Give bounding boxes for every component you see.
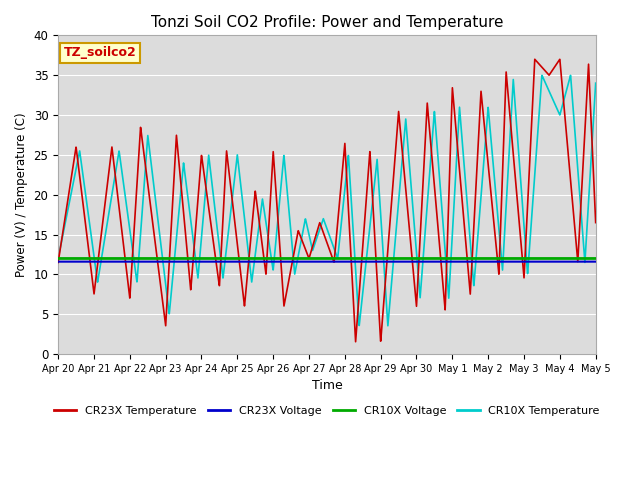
CR10X Temperature xyxy=(445,295,452,301)
CR10X Voltage xyxy=(310,255,317,261)
Text: TZ_soilco2: TZ_soilco2 xyxy=(63,47,136,60)
CR23X Temperature xyxy=(445,195,452,201)
CR23X Temperature xyxy=(310,240,317,246)
Y-axis label: Power (V) / Temperature (C): Power (V) / Temperature (C) xyxy=(15,112,28,277)
CR23X Temperature xyxy=(592,220,600,226)
CR23X Temperature xyxy=(575,229,583,235)
CR10X Temperature xyxy=(575,188,583,193)
Line: CR23X Temperature: CR23X Temperature xyxy=(58,59,596,342)
Legend: CR23X Temperature, CR23X Voltage, CR10X Voltage, CR10X Temperature: CR23X Temperature, CR23X Voltage, CR10X … xyxy=(49,401,604,420)
CR23X Temperature xyxy=(280,303,288,309)
CR23X Temperature xyxy=(549,67,557,73)
CR10X Temperature xyxy=(538,72,546,78)
CR10X Temperature xyxy=(54,255,62,261)
CR10X Voltage xyxy=(280,255,288,261)
CR23X Temperature xyxy=(352,339,360,345)
CR10X Voltage xyxy=(445,255,452,261)
CR23X Voltage xyxy=(280,259,288,264)
CR10X Temperature xyxy=(549,96,557,102)
CR23X Voltage xyxy=(592,259,600,264)
CR10X Voltage xyxy=(575,255,583,261)
CR10X Temperature xyxy=(592,80,600,86)
CR10X Temperature xyxy=(310,245,317,251)
CR23X Temperature xyxy=(284,280,292,286)
X-axis label: Time: Time xyxy=(312,379,342,392)
CR10X Voltage xyxy=(592,255,600,261)
CR10X Temperature xyxy=(384,323,392,329)
CR10X Voltage xyxy=(548,255,556,261)
CR23X Temperature xyxy=(54,260,62,265)
CR10X Voltage xyxy=(54,255,62,261)
Title: Tonzi Soil CO2 Profile: Power and Temperature: Tonzi Soil CO2 Profile: Power and Temper… xyxy=(150,15,503,30)
CR23X Voltage xyxy=(445,259,452,264)
CR23X Temperature xyxy=(531,56,539,62)
CR23X Voltage xyxy=(284,259,292,264)
CR10X Voltage xyxy=(284,255,292,261)
Line: CR10X Temperature: CR10X Temperature xyxy=(58,75,596,326)
CR23X Voltage xyxy=(54,259,62,264)
CR23X Voltage xyxy=(310,259,317,264)
CR10X Temperature xyxy=(280,153,288,158)
CR10X Temperature xyxy=(284,201,292,206)
CR23X Voltage xyxy=(575,259,583,264)
CR23X Voltage xyxy=(548,259,556,264)
